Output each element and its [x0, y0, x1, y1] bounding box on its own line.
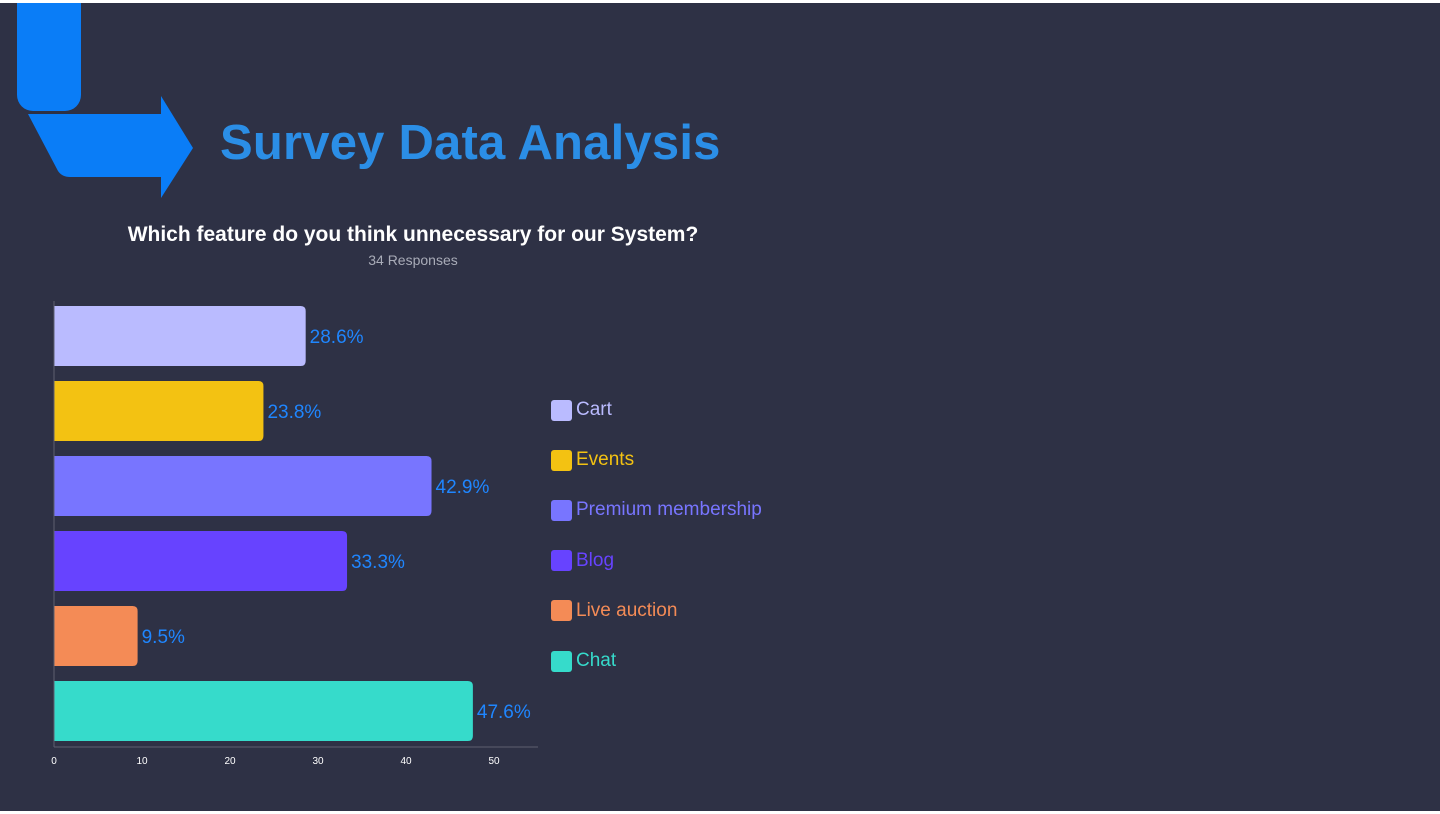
data-labels-layer: 28.6% 23.8% 42.9% 33.3% 9.5% 47.6% [142, 327, 531, 723]
data-label: 42.9% [436, 477, 490, 498]
x-axis: 0 10 20 30 40 50 [51, 301, 538, 767]
bar-live-auction [54, 606, 138, 666]
legend-swatch [551, 399, 572, 421]
bar-chat [54, 681, 473, 741]
x-tick-label: 10 [136, 756, 148, 767]
legend-item-blog[interactable]: Blog [551, 550, 614, 572]
legend-item-chat[interactable]: Chat [551, 650, 616, 672]
legend-swatch [551, 650, 572, 672]
bar-events [54, 381, 264, 441]
bar-chart: 28.6% 23.8% 42.9% 33.3% 9.5% 47.6% 0 10 20 30 40 5… [51, 301, 538, 767]
data-label: 33.3% [351, 552, 405, 573]
bars-layer [54, 306, 473, 741]
data-label: 28.6% [310, 327, 364, 348]
legend-label: Chat [576, 650, 617, 671]
chart-subtitle: 34 Responses [368, 252, 458, 268]
legend-item-events[interactable]: Events [551, 449, 634, 471]
legend-swatch [551, 600, 572, 622]
x-tick-label: 20 [224, 756, 236, 767]
bar-blog [54, 531, 348, 591]
legend-item-live-auction[interactable]: Live auction [551, 600, 677, 622]
legend-label: Cart [576, 399, 612, 420]
legend-item-premium-membership[interactable]: Premium membership [551, 499, 762, 521]
chart-title: Which feature do you think unnecessary f… [127, 223, 699, 246]
data-label: 9.5% [142, 627, 185, 648]
x-tick-label: 0 [51, 756, 57, 767]
legend-item-cart[interactable]: Cart [551, 399, 612, 421]
arrow-logo-icon [17, 3, 193, 198]
data-label: 23.8% [267, 402, 321, 423]
logo-arrow [28, 96, 193, 198]
bar-cart [54, 306, 306, 366]
x-tick-label: 30 [312, 756, 324, 767]
page-title: Survey Data Analysis [220, 116, 721, 170]
legend-swatch [551, 449, 572, 471]
legend-label: Blog [576, 549, 615, 571]
slide: Survey Data Analysis Which feature do yo… [0, 3, 1440, 811]
legend-swatch [551, 499, 572, 521]
legend-label: Premium membership [576, 499, 762, 521]
legend-label: Live auction [576, 599, 678, 621]
bar-premium-membership [54, 456, 432, 516]
legend-swatch [551, 550, 572, 572]
x-tick-label: 50 [488, 756, 500, 767]
x-tick-label: 40 [400, 756, 412, 767]
data-label: 47.6% [477, 702, 531, 723]
legend-label: Events [576, 449, 635, 471]
logo-bar-fill [17, 3, 81, 89]
